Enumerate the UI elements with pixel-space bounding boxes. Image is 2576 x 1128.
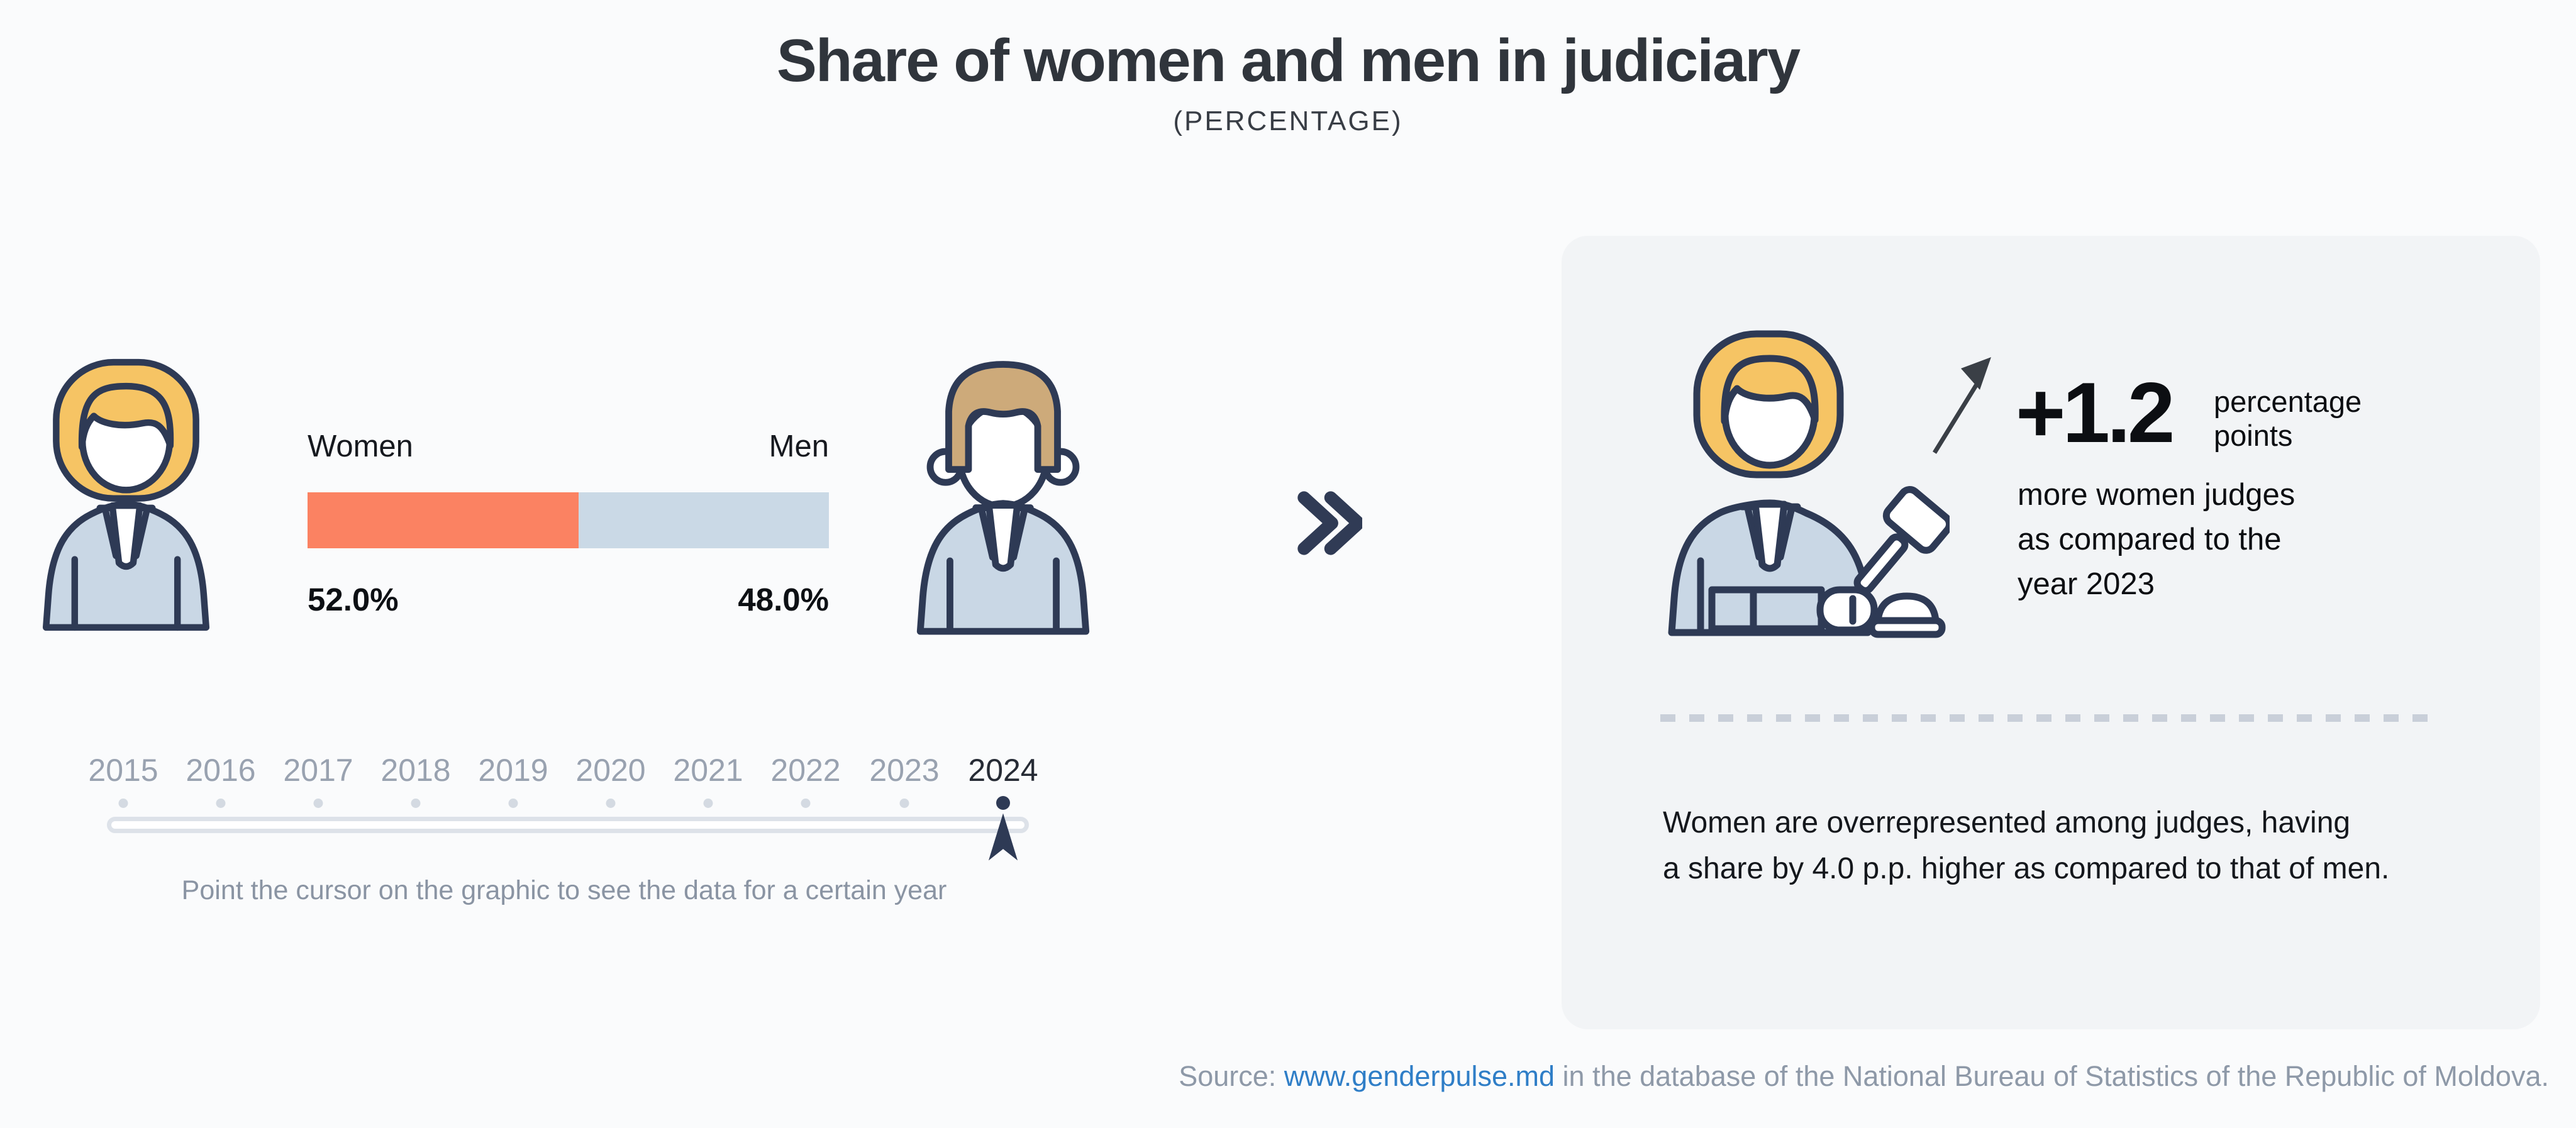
- timeline-dot: [899, 799, 909, 808]
- timeline-dot: [118, 799, 128, 808]
- timeline-year-2016[interactable]: 2016: [186, 753, 256, 788]
- timeline-hint: Point the cursor on the graphic to see t…: [181, 875, 947, 905]
- timeline-dot-selected: [996, 796, 1010, 810]
- delta-unit: percentage points: [2214, 385, 2362, 452]
- timeline-year-2018[interactable]: 2018: [380, 753, 451, 788]
- timeline-year-2019[interactable]: 2019: [478, 753, 548, 788]
- timeline-dot: [313, 799, 323, 808]
- double-chevron-right-icon: [1294, 489, 1365, 560]
- timeline-year-2021[interactable]: 2021: [673, 753, 743, 788]
- timeline-year-2017[interactable]: 2017: [283, 753, 353, 788]
- panel-note: Women are overrepresented among judges, …: [1663, 806, 2390, 885]
- source-link[interactable]: www.genderpulse.md: [1284, 1060, 1555, 1092]
- woman-judge-gavel-icon: [1654, 314, 1953, 644]
- source-line: Source: www.genderpulse.md in the databa…: [1179, 1060, 2549, 1093]
- share-bar[interactable]: [308, 492, 829, 548]
- bar-labels-row: Women Men: [308, 429, 829, 464]
- trend-up-arrow-icon: [1926, 348, 2005, 462]
- label-women: Women: [308, 429, 413, 463]
- delta-description: more women judges as compared to the yea…: [2018, 478, 2296, 601]
- timeline-dot: [703, 799, 713, 808]
- timeline-dot: [508, 799, 518, 808]
- bar-segment-women[interactable]: [308, 492, 579, 548]
- timeline-year-2015[interactable]: 2015: [88, 753, 158, 788]
- value-women: 52.0%: [308, 582, 399, 617]
- value-men: 48.0%: [738, 582, 829, 617]
- page-subtitle: (PERCENTAGE): [1173, 106, 1403, 136]
- timeline-dot: [411, 799, 421, 808]
- timeline-year-2022[interactable]: 2022: [770, 753, 841, 788]
- bar-values-row: 52.0% 48.0%: [308, 581, 829, 618]
- page-title: Share of women and men in judiciary: [776, 27, 1801, 94]
- timeline-cursor-icon[interactable]: [987, 811, 1019, 867]
- delta-value: +1.2: [2016, 365, 2175, 460]
- dashed-divider: [1660, 714, 2438, 722]
- timeline-slider-track[interactable]: [107, 817, 1029, 833]
- source-prefix: Source:: [1179, 1060, 1284, 1092]
- woman-judge-icon: [36, 353, 216, 639]
- bar-segment-men[interactable]: [579, 492, 829, 548]
- timeline-year-2020[interactable]: 2020: [575, 753, 646, 788]
- timeline-year-2024[interactable]: 2024: [968, 753, 1038, 788]
- timeline-year-2023[interactable]: 2023: [869, 753, 940, 788]
- man-judge-icon: [909, 346, 1097, 639]
- label-men: Men: [769, 429, 829, 463]
- timeline-dot: [801, 799, 811, 808]
- source-suffix: in the database of the National Bureau o…: [1555, 1060, 2549, 1092]
- timeline-dot: [216, 799, 226, 808]
- timeline-dot: [606, 799, 616, 808]
